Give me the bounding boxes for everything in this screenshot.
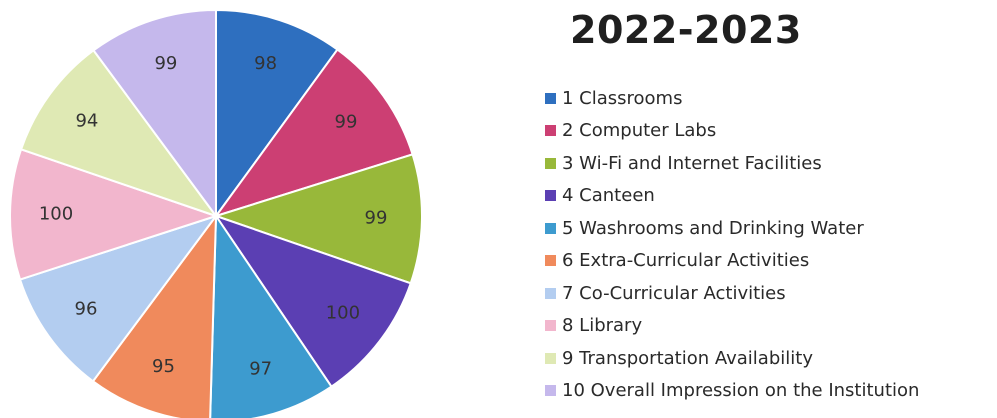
pie-slice-9 [19, 48, 219, 218]
legend-label-6: 6 Extra-Curricular Activities [562, 250, 810, 272]
legend-swatch-3 [545, 157, 556, 169]
legend-swatch-8 [545, 320, 556, 332]
legend-item-3: 3 Wi-Fi and Internet Facilities [545, 147, 919, 180]
legend-label-8: 8 Library [562, 315, 643, 337]
pie-data-label-8: 100 [39, 204, 73, 225]
legend-label-7: 7 Co-Curricular Activities [562, 282, 786, 304]
legend-swatch-6 [545, 255, 556, 267]
legend-label-1: 1 Classrooms [562, 87, 683, 109]
legend-item-9: 9 Transportation Availability [545, 342, 919, 375]
pie-data-label-1: 98 [254, 53, 277, 74]
pie-slice-3 [212, 153, 423, 285]
legend-label-3: 3 Wi-Fi and Internet Facilities [562, 152, 822, 174]
pie-data-label-3: 99 [365, 207, 388, 228]
legend-swatch-4 [545, 190, 556, 202]
legend-item-4: 4 Canteen [545, 180, 919, 213]
legend-item-8: 8 Library [545, 310, 919, 343]
chart-legend: 1 Classrooms 2 Computer Labs 3 Wi-Fi and I… [545, 82, 919, 407]
pie-slice-10 [92, 8, 217, 220]
legend-label-5: 5 Washrooms and Drinking Water [562, 217, 864, 239]
legend-swatch-2 [545, 125, 556, 137]
legend-item-10: 10 Overall Impression on the Institution [545, 375, 919, 408]
pie-data-label-10: 99 [154, 53, 177, 74]
pie-data-label-2: 99 [335, 112, 358, 133]
legend-label-9: 9 Transportation Availability [562, 347, 813, 369]
legend-swatch-9 [545, 352, 556, 364]
legend-swatch-1 [545, 92, 556, 104]
pie-data-labels: 98 99 99 100 97 95 96 100 94 99 [39, 53, 388, 380]
pie-data-label-9: 94 [75, 111, 98, 132]
pie-slices [9, 8, 423, 418]
pie-slice-5 [209, 212, 333, 418]
legend-item-2: 2 Computer Labs [545, 115, 919, 148]
chart-title: 2022-2023 [570, 8, 802, 52]
legend-swatch-5 [545, 222, 556, 234]
legend-item-6: 6 Extra-Curricular Activities [545, 245, 919, 278]
legend-label-10: 10 Overall Impression on the Institution [562, 380, 920, 402]
pie-slice-8 [9, 148, 220, 281]
pie-slice-6 [91, 212, 218, 418]
legend-label-4: 4 Canteen [562, 185, 655, 207]
legend-item-1: 1 Classrooms [545, 82, 919, 115]
pie-slice-4 [213, 214, 412, 388]
legend-swatch-10 [545, 385, 556, 397]
pie-data-label-6: 95 [152, 356, 175, 377]
legend-swatch-7 [545, 287, 556, 299]
pie-slice-2 [213, 48, 414, 218]
pie-data-label-4: 100 [326, 302, 360, 323]
legend-item-7: 7 Co-Curricular Activities [545, 277, 919, 310]
pie-slice-1 [215, 8, 339, 220]
legend-item-5: 5 Washrooms and Drinking Water [545, 212, 919, 245]
pie-slice-7 [18, 214, 219, 383]
legend-label-2: 2 Computer Labs [562, 120, 717, 142]
pie-data-label-7: 96 [75, 298, 98, 319]
pie-data-label-5: 97 [249, 359, 272, 380]
